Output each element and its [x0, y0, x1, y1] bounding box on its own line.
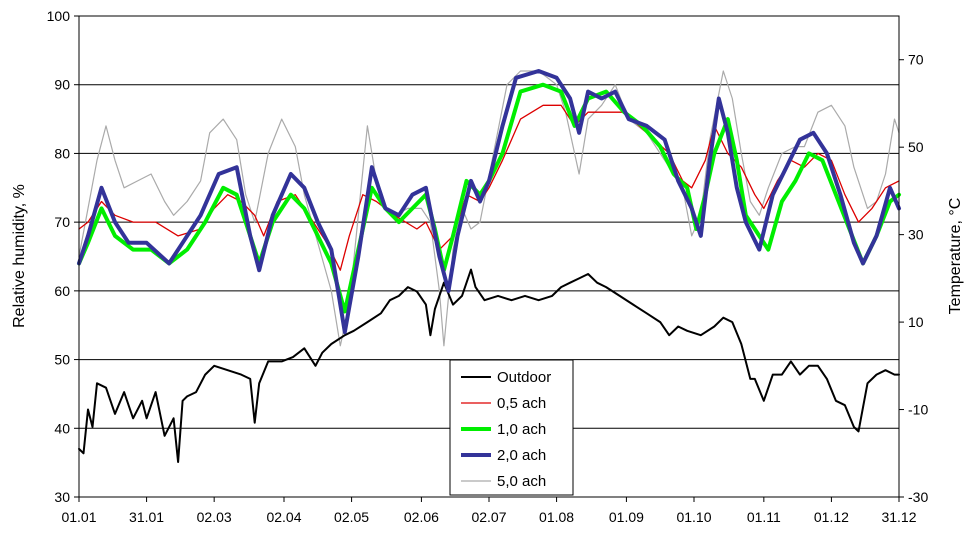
- x-tick-label: 01.01: [61, 509, 96, 525]
- series-layer: [77, 69, 901, 463]
- legend-label: 5,0 ach: [497, 473, 546, 490]
- y-axis-right-title: Temperature, °C: [947, 198, 964, 315]
- series-line-outdoor: [78, 268, 900, 463]
- plot-frame: [78, 15, 900, 498]
- y-right-tick-label: 70: [908, 52, 924, 68]
- y-left-tick-label: 50: [54, 352, 70, 368]
- x-tick-label: 01.10: [676, 509, 711, 525]
- y-left-tick-label: 30: [54, 489, 70, 505]
- x-tick-label: 31.12: [881, 509, 916, 525]
- y-left-tick-label: 70: [54, 214, 70, 230]
- y-axis-left-title: Relative humidity, %: [11, 184, 28, 328]
- x-axis-ticks: 01.01 31.01 02.03 02.04 02.05 02.06 02.07 01.08…: [61, 497, 917, 525]
- x-tick-label: 02.06: [404, 509, 439, 525]
- x-tick-label: 01.11: [747, 509, 781, 525]
- y-right-tick-label: -10: [908, 402, 928, 418]
- x-tick-label: 02.04: [266, 509, 301, 525]
- x-tick-label: 02.03: [197, 509, 232, 525]
- x-tick-label: 02.07: [471, 509, 506, 525]
- legend: Outdoor 0,5 ach 1,0 ach 2,0 ach 5,0 ach: [449, 359, 574, 496]
- legend-label: 0,5 ach: [497, 395, 546, 412]
- y-right-tick-label: -30: [908, 489, 928, 505]
- y-left-tick-label: 40: [54, 420, 70, 436]
- series-line-5-0-ach: [78, 70, 900, 347]
- legend-label: Outdoor: [497, 369, 551, 386]
- legend-label: 2,0 ach: [497, 447, 546, 464]
- series-line-1-0-ach: [77, 82, 901, 314]
- gridlines: [79, 84, 899, 429]
- right-axis-ticks: -30 -10 10 30 50 70: [899, 52, 928, 505]
- y-right-tick-label: 30: [908, 227, 924, 243]
- y-left-tick-label: 100: [47, 8, 71, 24]
- x-tick-label: 01.12: [814, 509, 849, 525]
- x-tick-label: 01.08: [539, 509, 574, 525]
- x-tick-label: 01.09: [609, 509, 644, 525]
- y-left-tick-label: 90: [54, 77, 70, 93]
- series-line-2-0-ach: [77, 69, 901, 335]
- y-right-tick-label: 10: [908, 314, 924, 330]
- y-left-tick-label: 60: [54, 283, 70, 299]
- legend-label: 1,0 ach: [497, 421, 546, 438]
- x-tick-label: 02.05: [334, 509, 369, 525]
- left-axis-ticks: 30 40 50 60 70 80 90 100: [47, 8, 79, 505]
- x-tick-label: 31.01: [129, 509, 164, 525]
- y-right-tick-label: 50: [908, 139, 924, 155]
- y-left-tick-label: 80: [54, 145, 70, 161]
